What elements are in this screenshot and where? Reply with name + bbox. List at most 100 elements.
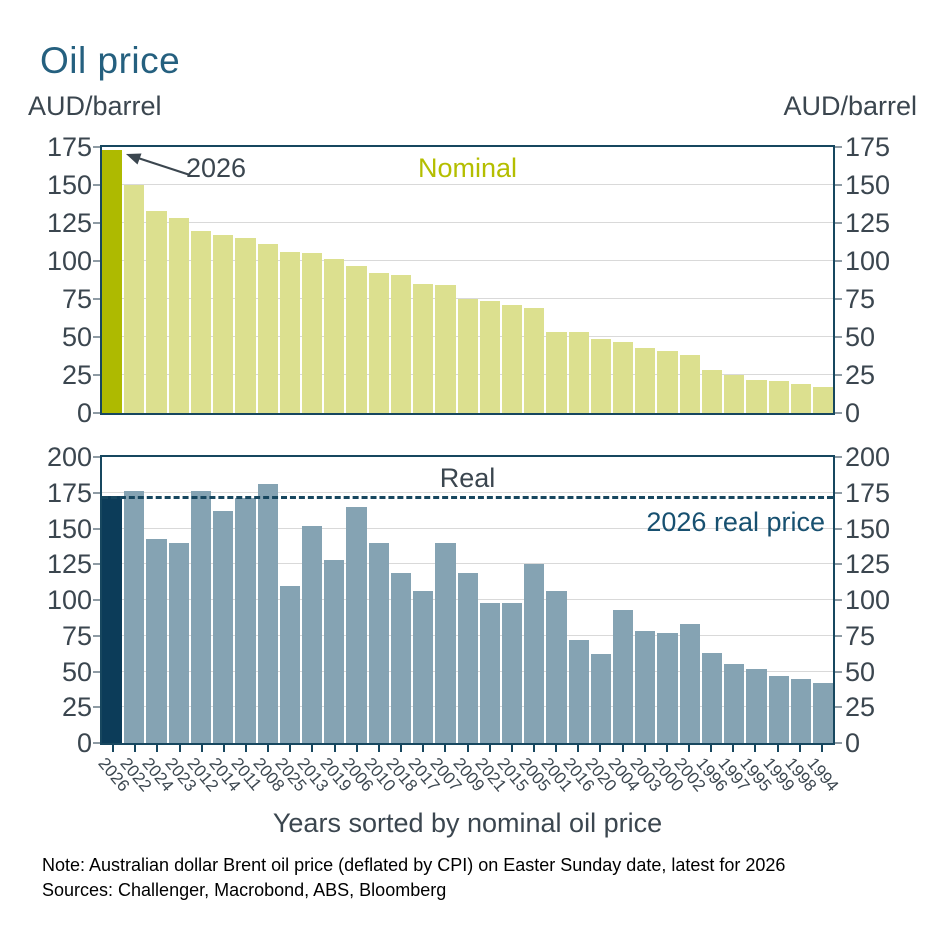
y-tick-left-150: 150 <box>46 170 92 200</box>
y-tick-left-75: 75 <box>61 620 92 651</box>
x-tickmark <box>710 745 713 752</box>
y-tick-left-125: 125 <box>46 208 92 238</box>
bar-2025 <box>279 251 300 413</box>
bar-1994 <box>813 682 834 743</box>
y-tickmark-right <box>835 670 842 673</box>
y-tickmark-left <box>93 599 100 601</box>
x-tickmark <box>422 745 425 752</box>
bar-2026 <box>102 150 123 413</box>
y-tick-left-100: 100 <box>46 585 92 615</box>
bar-2021 <box>479 602 500 743</box>
bar-2016 <box>568 332 589 413</box>
y-tick-left-100: 100 <box>46 246 92 276</box>
y-tickmark-right <box>835 742 842 744</box>
x-tickmark <box>355 745 358 752</box>
x-tickmark <box>156 745 159 752</box>
y-tick-right-125: 125 <box>845 208 891 238</box>
y-tickmark-right <box>835 599 842 601</box>
x-tickmark <box>222 745 225 752</box>
bar-2003 <box>635 631 656 743</box>
bar-2004 <box>613 341 634 413</box>
x-tickmark <box>555 745 558 752</box>
x-tickmark <box>311 745 314 752</box>
y-tick-right-175: 175 <box>845 477 891 508</box>
bar-1998 <box>790 678 811 743</box>
bar-2001 <box>546 332 567 413</box>
bar-2022 <box>124 491 145 743</box>
y-tickmark-right <box>835 563 842 566</box>
y-tick-right-50: 50 <box>845 322 876 352</box>
y-tickmark-right <box>835 336 842 338</box>
bar-2014 <box>213 235 234 413</box>
bar-1996 <box>701 652 723 743</box>
x-tickmark <box>267 745 270 752</box>
highlight-year-annotation: 2026 <box>186 153 247 183</box>
real-series-label: Real <box>439 463 496 493</box>
bar-2005 <box>524 564 545 743</box>
reference-line-label: 2026 real price <box>646 506 825 537</box>
bar-2011 <box>235 238 256 413</box>
bar-2012 <box>190 230 212 413</box>
bar-1999 <box>768 381 789 413</box>
y-tick-left-175: 175 <box>46 132 92 162</box>
y-tick-left-0: 0 <box>76 728 92 758</box>
y-tickmark-right <box>835 706 842 709</box>
y-tickmark-left <box>93 706 100 709</box>
gridline-75 <box>102 298 833 299</box>
bar-2000 <box>657 632 678 743</box>
y-tick-right-75: 75 <box>845 620 876 651</box>
bar-2009 <box>457 299 478 413</box>
y-tickmark-left <box>93 670 100 673</box>
annotation-arrow-icon <box>126 153 191 177</box>
y-tick-right-100: 100 <box>845 585 891 615</box>
x-tickmark <box>488 745 491 752</box>
bar-2008 <box>257 484 278 743</box>
y-tickmark-left <box>93 412 100 414</box>
y-tick-right-125: 125 <box>845 549 891 580</box>
y-tick-left-75: 75 <box>61 284 92 314</box>
x-tickmark <box>112 745 115 752</box>
y-tick-right-0: 0 <box>845 398 861 428</box>
bar-2015 <box>501 602 523 743</box>
bar-2002 <box>679 355 700 413</box>
x-tickmark <box>377 745 380 752</box>
y-tickmark-right <box>835 412 842 414</box>
bar-2020 <box>590 654 612 743</box>
bar-2014 <box>213 511 234 743</box>
x-axis-title: Years sorted by nominal oil price <box>272 808 663 838</box>
bar-2009 <box>457 572 478 743</box>
y-tick-right-175: 175 <box>845 132 891 162</box>
bar-2008 <box>257 244 278 413</box>
note-line: Note: Australian dollar Brent oil price … <box>42 855 786 875</box>
bar-2010 <box>368 542 389 743</box>
y-tick-left-200: 200 <box>46 442 92 472</box>
bar-2025 <box>279 585 300 743</box>
y-tick-right-100: 100 <box>845 246 891 276</box>
gridline-125 <box>102 563 833 565</box>
bar-1995 <box>746 379 767 413</box>
y-tickmark-left <box>93 456 100 458</box>
y-tickmark-left <box>93 298 100 300</box>
bar-2019 <box>324 559 345 743</box>
bar-2012 <box>190 491 212 743</box>
y-tick-right-50: 50 <box>845 656 876 687</box>
bar-2001 <box>546 591 567 743</box>
bar-2005 <box>524 308 545 413</box>
y-tickmark-left <box>93 374 100 376</box>
x-tickmark <box>732 745 735 752</box>
bar-2010 <box>368 273 389 413</box>
x-tickmark <box>621 745 624 752</box>
y-tickmark-left <box>93 222 100 224</box>
y-axis-unit-right: AUD/barrel <box>783 91 917 121</box>
bar-2024 <box>146 210 167 413</box>
bar-2015 <box>501 305 523 413</box>
bar-2007 <box>435 542 456 743</box>
bar-2013 <box>301 253 323 413</box>
y-tickmark-left <box>93 491 100 494</box>
y-tick-right-75: 75 <box>845 284 876 314</box>
bar-2018 <box>390 572 412 743</box>
bar-2011 <box>235 498 256 743</box>
bar-2002 <box>679 624 700 743</box>
x-tickmark <box>665 745 668 752</box>
